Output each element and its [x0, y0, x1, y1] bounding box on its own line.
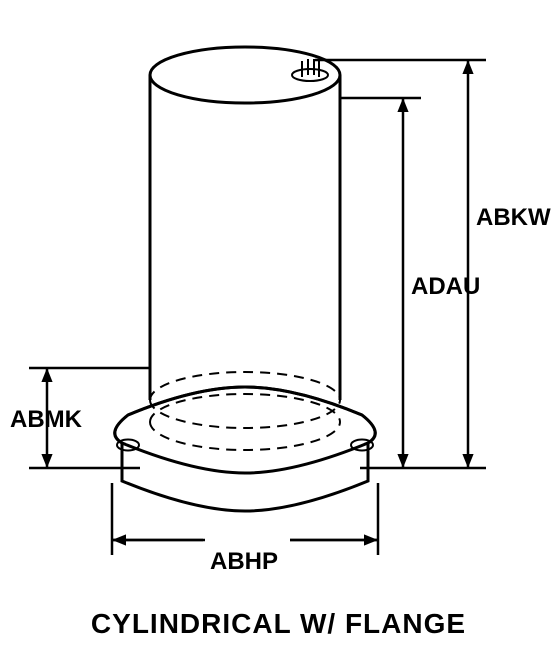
dimension-label-adau: ADAU — [411, 273, 480, 301]
dimension-label-abhp: ABHP — [210, 548, 278, 576]
dimension-label-abkw: ABKW — [476, 204, 551, 232]
diagram-container: CYLINDRICAL W/ FLANGE ABKW ADAU ABMK ABH… — [0, 0, 557, 670]
dimension-label-abmk: ABMK — [10, 406, 82, 434]
diagram-title: CYLINDRICAL W/ FLANGE — [0, 608, 557, 640]
